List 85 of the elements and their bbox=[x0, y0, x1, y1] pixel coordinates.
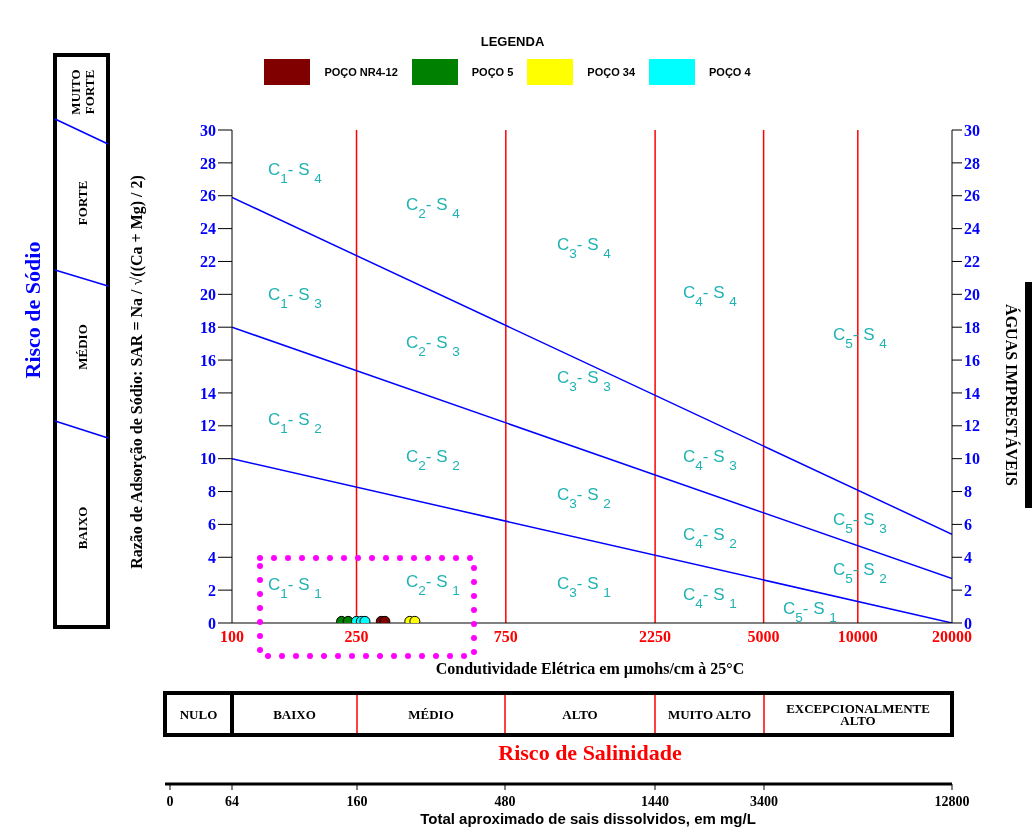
annotation: C$_{5}$- S $_{3}$ bbox=[833, 510, 887, 536]
text: FORTE bbox=[74, 180, 90, 226]
annotation: C$_{1}$- S $_{1}$ bbox=[268, 575, 322, 601]
x-tick-label: 5000 bbox=[747, 628, 780, 646]
text: 3400 bbox=[750, 794, 778, 809]
x-tick-label: 2250 bbox=[639, 628, 672, 646]
y2-tick-label: 6 bbox=[964, 516, 972, 534]
y2-tick-label: 30 bbox=[964, 121, 980, 139]
y-tick-label: 30 bbox=[200, 121, 216, 139]
x-tick-label: 10000 bbox=[837, 628, 878, 646]
annotation: C$_{4}$- S $_{4}$ bbox=[683, 283, 738, 309]
x-tick-label: 250 bbox=[344, 628, 369, 646]
y2-tick-label: 24 bbox=[964, 220, 980, 238]
annotation: C$_{5}$- S $_{2}$ bbox=[833, 560, 887, 586]
annotation: C$_{1}$- S $_{3}$ bbox=[268, 285, 322, 311]
text: MUITO FORTE bbox=[67, 69, 97, 115]
text: Risco de Salinidade bbox=[498, 740, 682, 765]
y-tick-label: 2 bbox=[208, 581, 216, 599]
text: 1440 bbox=[641, 794, 669, 809]
text: MUITO ALTO bbox=[667, 707, 752, 722]
y-tick-label: 12 bbox=[200, 417, 216, 435]
y-tick-label: 16 bbox=[200, 351, 216, 369]
annotation: C$_{3}$- S $_{2}$ bbox=[557, 485, 611, 511]
annotation: C$_{4}$- S $_{3}$ bbox=[683, 447, 737, 473]
annotation: C$_{5}$- S $_{4}$ bbox=[833, 325, 888, 351]
y2-tick-label: 18 bbox=[964, 318, 980, 336]
text: EXCEPCIONALMENTE ALTO bbox=[786, 700, 930, 728]
text: NULO bbox=[179, 707, 218, 722]
annotation: C$_{2}$- S $_{4}$ bbox=[406, 195, 461, 221]
y-tick-label: 26 bbox=[200, 187, 216, 205]
legend-label: POÇO NR4-12 bbox=[324, 66, 398, 78]
y-tick-label: 24 bbox=[200, 220, 216, 238]
text: ALTO bbox=[562, 707, 598, 722]
text: 64 bbox=[225, 794, 239, 809]
annotation: C$_{5}$- S $_{1}$ bbox=[783, 599, 837, 625]
text: ÁGUAS IMPRESTÁVEIS bbox=[1003, 304, 1021, 487]
annotation: C$_{2}$- S $_{3}$ bbox=[406, 333, 460, 359]
annotation: C$_{1}$- S $_{2}$ bbox=[268, 410, 322, 436]
y2-tick-label: 10 bbox=[964, 450, 980, 468]
y-tick-label: 14 bbox=[200, 384, 216, 402]
legend-title: LEGENDA bbox=[479, 34, 546, 49]
legend-label: POÇO 5 bbox=[471, 66, 514, 78]
legend-label: POÇO 34 bbox=[587, 66, 636, 78]
text: 0 bbox=[166, 794, 174, 809]
x-axis-title: Condutividade Elétrica em µmohs/cm à 25°C bbox=[435, 660, 745, 678]
text: BAIXO bbox=[273, 707, 316, 722]
x-tick-label: 750 bbox=[493, 628, 518, 646]
text: MÉDIO bbox=[74, 324, 90, 370]
annotation: C$_{3}$- S $_{1}$ bbox=[557, 574, 611, 600]
text: MÉDIO bbox=[408, 707, 454, 722]
text: 160 bbox=[346, 794, 368, 809]
y2-tick-label: 8 bbox=[964, 483, 972, 501]
annotation: C$_{4}$- S $_{1}$ bbox=[683, 585, 737, 611]
y2-tick-label: 4 bbox=[964, 548, 972, 566]
y2-tick-label: 28 bbox=[964, 154, 980, 172]
y2-tick-label: 14 bbox=[964, 384, 980, 402]
legend-label: POÇO 4 bbox=[709, 66, 751, 78]
y2-tick-label: 2 bbox=[964, 581, 972, 599]
y2-tick-label: 12 bbox=[964, 417, 980, 435]
text: 12800 bbox=[934, 794, 970, 809]
annotation: C$_{3}$- S $_{4}$ bbox=[557, 235, 612, 261]
y-axis-title: Razão de Adsorção de Sódio: SAR = Na / √((Ca + Mg) / 2) bbox=[128, 175, 146, 569]
annotation: C$_{4}$- S $_{2}$ bbox=[683, 525, 737, 551]
y-tick-label: 8 bbox=[208, 483, 216, 501]
y-tick-label: 20 bbox=[200, 286, 216, 304]
y-tick-label: 6 bbox=[208, 516, 216, 534]
y-tick-label: 22 bbox=[200, 253, 216, 271]
y-tick-label: 0 bbox=[208, 614, 216, 632]
y2-tick-label: 22 bbox=[964, 253, 980, 271]
annotation: C$_{2}$- S $_{2}$ bbox=[406, 447, 460, 473]
text: Risco de Sódio bbox=[20, 241, 45, 379]
annotation: C$_{2}$- S $_{1}$ bbox=[406, 572, 460, 598]
text: 480 bbox=[494, 794, 516, 809]
y2-tick-label: 16 bbox=[964, 351, 980, 369]
y-tick-label: 10 bbox=[200, 450, 216, 468]
x-tick-label: 100 bbox=[220, 628, 244, 646]
y-tick-label: 18 bbox=[200, 318, 216, 336]
y2-tick-label: 20 bbox=[964, 286, 980, 304]
y-tick-label: 4 bbox=[208, 548, 216, 566]
y2-tick-label: 26 bbox=[964, 187, 980, 205]
text: BAIXO bbox=[74, 506, 90, 550]
text: Total aproximado de sais dissolvidos, em mg/L bbox=[420, 810, 756, 827]
annotation: C$_{1}$- S $_{4}$ bbox=[268, 160, 323, 186]
y-tick-label: 28 bbox=[200, 154, 216, 172]
annotation: C$_{3}$- S $_{3}$ bbox=[557, 368, 611, 394]
